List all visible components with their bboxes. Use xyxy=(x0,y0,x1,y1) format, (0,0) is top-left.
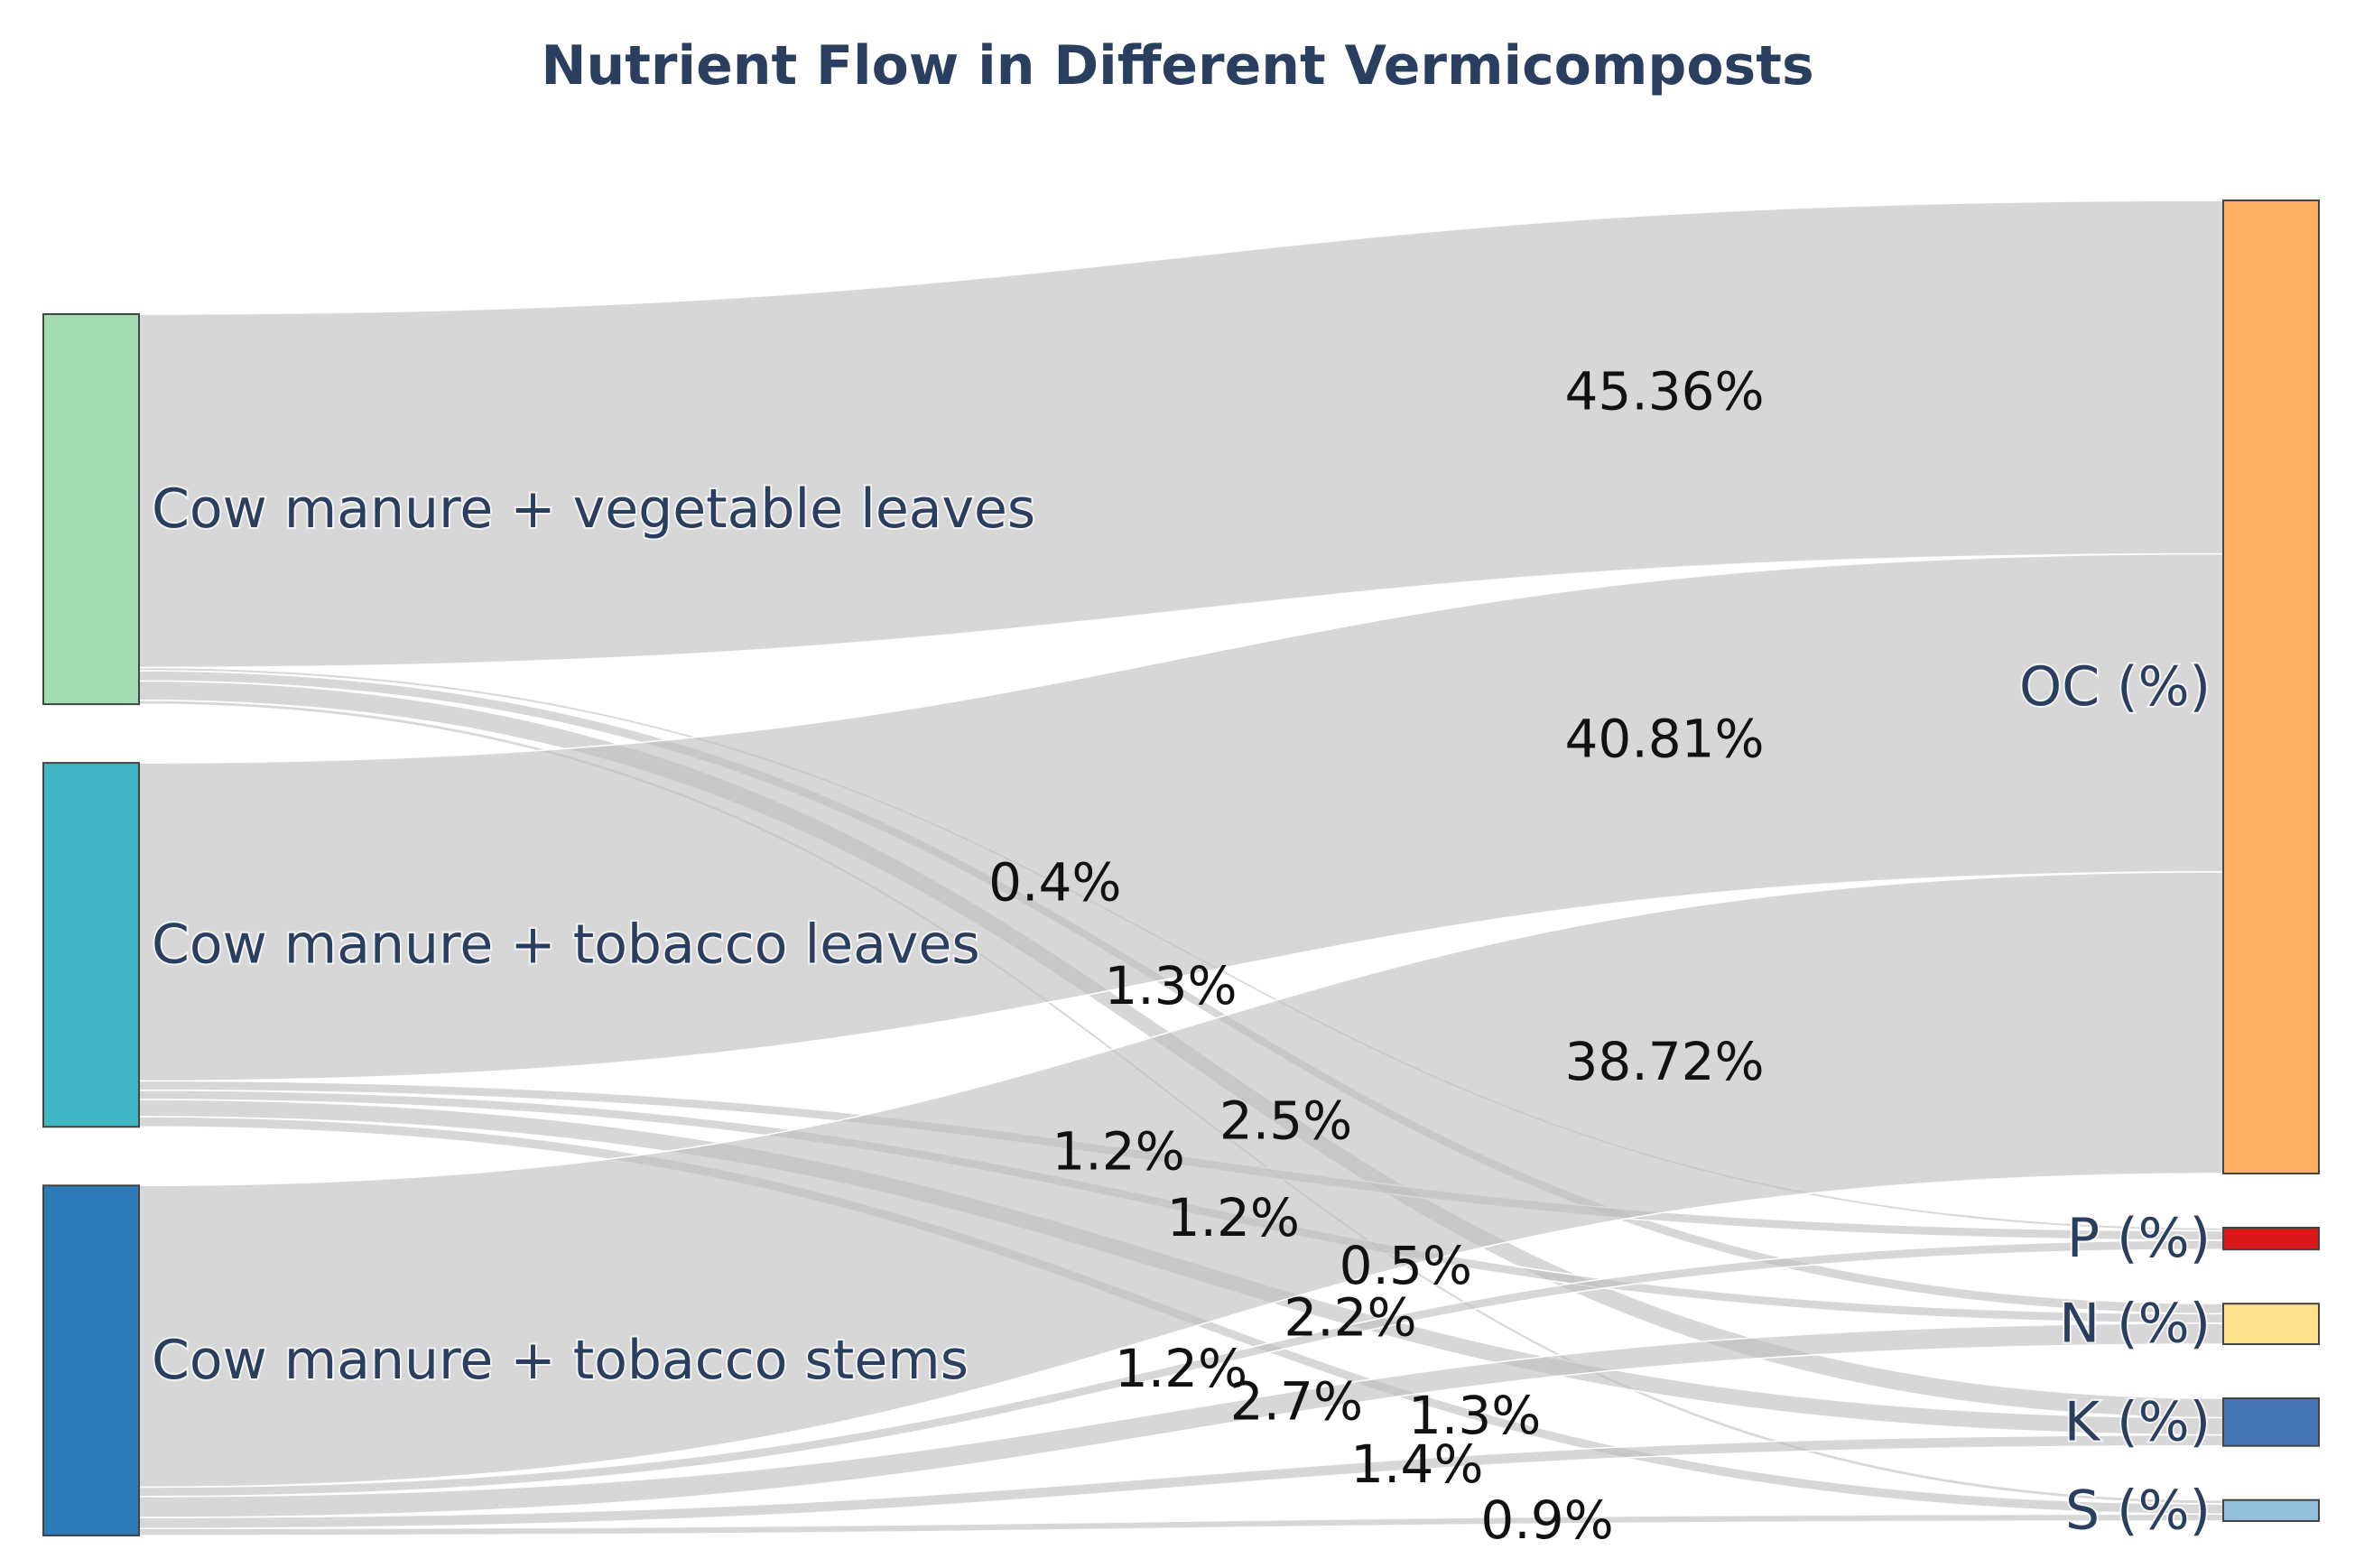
value-label-cow-manure-tobacco-leaves-to-k: 2.2% xyxy=(1284,1286,1416,1348)
nodes-layer xyxy=(42,199,2320,1536)
value-label-cow-manure-tobacco-leaves-to-oc: 40.81% xyxy=(1565,708,1765,769)
value-label-cow-manure-tobacco-stems-to-n: 2.7% xyxy=(1230,1371,1363,1433)
node-label-s: S (%) xyxy=(2065,1479,2211,1542)
value-label-cow-manure-tobacco-leaves-to-n: 1.2% xyxy=(1167,1187,1300,1248)
value-label-cow-manure-tobacco-stems-to-oc: 38.72% xyxy=(1565,1031,1765,1092)
labels-layer: Cow manure + vegetable leaves Cow manure … xyxy=(150,360,2212,1551)
value-label-cow-manure-tobacco-stems-to-s: 0.9% xyxy=(1480,1489,1613,1551)
node-label-cow-manure-vegetable-leaves: Cow manure + vegetable leaves xyxy=(152,478,1035,541)
node-label-cow-manure-tobacco-stems: Cow manure + tobacco stems xyxy=(152,1329,969,1392)
value-label-cow-manure-tobacco-leaves-to-s: 1.3% xyxy=(1408,1385,1541,1446)
node-label-cow-manure-tobacco-leaves: Cow manure + tobacco leaves xyxy=(152,914,980,977)
node-k[interactable] xyxy=(2222,1397,2320,1447)
value-label-cow-manure-vegetable-leaves-to-oc: 45.36% xyxy=(1565,360,1765,422)
node-label-k: K (%) xyxy=(2064,1390,2211,1453)
node-label-oc: OC (%) xyxy=(2019,655,2211,719)
node-p[interactable] xyxy=(2222,1226,2320,1251)
chart-title: Nutrient Flow in Different Vermicomposts xyxy=(541,34,1814,97)
node-cow-manure-tobacco-leaves[interactable] xyxy=(42,762,140,1128)
value-label-cow-manure-tobacco-stems-to-p: 1.2% xyxy=(1115,1338,1247,1399)
value-label-cow-manure-tobacco-leaves-to-p: 1.2% xyxy=(1052,1121,1184,1183)
node-n[interactable] xyxy=(2222,1303,2320,1346)
value-label-cow-manure-vegetable-leaves-to-n: 1.3% xyxy=(1104,955,1237,1016)
node-cow-manure-vegetable-leaves[interactable] xyxy=(42,313,140,706)
node-cow-manure-tobacco-stems[interactable] xyxy=(42,1184,140,1536)
node-label-n: N (%) xyxy=(2059,1293,2211,1356)
node-s[interactable] xyxy=(2222,1498,2320,1523)
node-oc[interactable] xyxy=(2222,199,2320,1174)
links-layer xyxy=(138,199,2224,1536)
value-label-cow-manure-vegetable-leaves-to-k: 2.5% xyxy=(1219,1090,1352,1151)
node-label-p: P (%) xyxy=(2067,1207,2211,1270)
value-label-cow-manure-tobacco-stems-to-k: 1.4% xyxy=(1350,1433,1483,1495)
value-label-cow-manure-vegetable-leaves-to-p: 0.4% xyxy=(988,852,1121,914)
value-label-cow-manure-vegetable-leaves-to-s: 0.5% xyxy=(1340,1235,1472,1296)
